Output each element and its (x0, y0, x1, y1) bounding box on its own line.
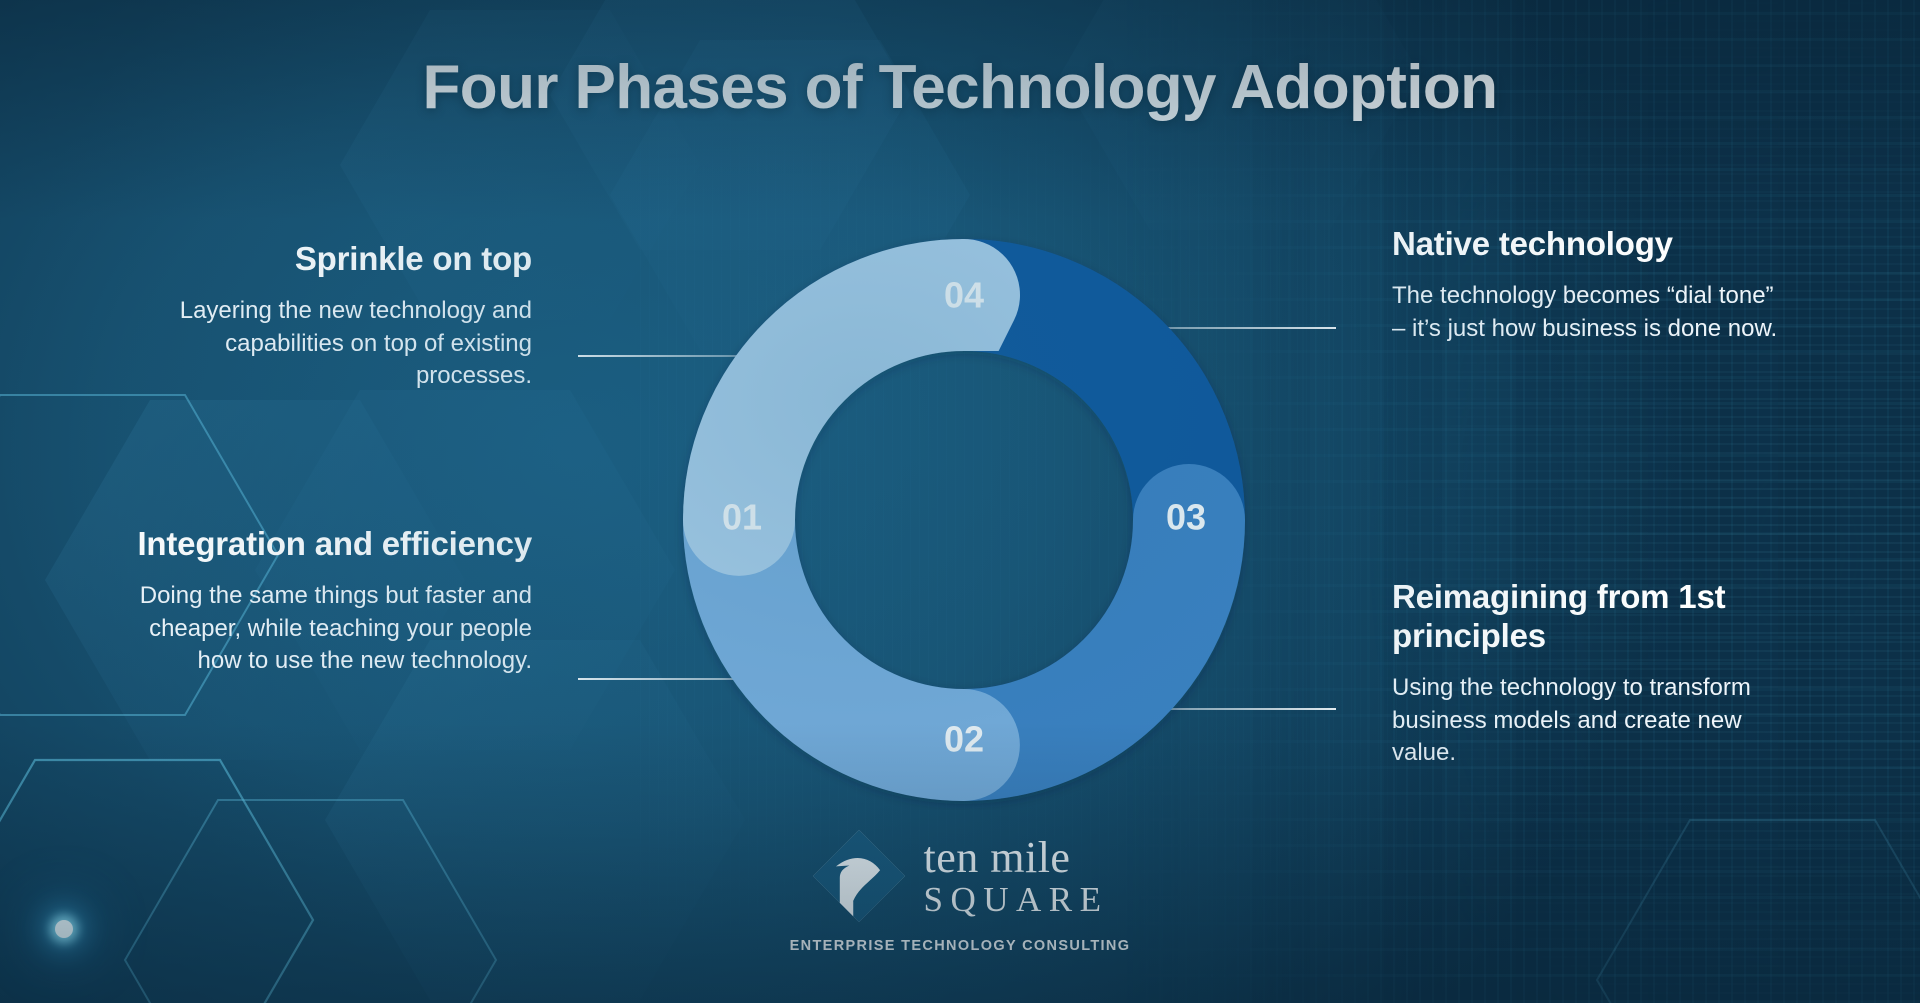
donut-label-01: 01 (722, 497, 762, 538)
phase-body-04: The technology becomes “dial tone” – it’… (1392, 280, 1792, 345)
donut-segment-01[interactable] (683, 239, 1245, 801)
glow-node-icon (55, 920, 73, 938)
logo-word-bottom: SQUARE (923, 882, 1108, 917)
background-server-rack-detail (1360, 0, 1920, 1003)
donut-chart: 04 03 02 01 (674, 230, 1254, 810)
phase-block-01: Sprinkle on top Layering the new technol… (120, 240, 532, 393)
phase-heading-02: Integration and efficiency (120, 525, 532, 564)
ten-mile-square-diamond-icon (813, 829, 906, 923)
phase-block-02: Integration and efficiency Doing the sam… (120, 525, 532, 678)
phase-body-03: Using the technology to transform busine… (1392, 672, 1792, 770)
phase-heading-03: Reimagining from 1st principles (1392, 578, 1792, 656)
phase-heading-01: Sprinkle on top (120, 240, 532, 279)
page-title: Four Phases of Technology Adoption (0, 52, 1920, 123)
donut-label-04: 04 (944, 275, 984, 316)
donut-label-02: 02 (944, 719, 984, 760)
donut-label-03: 03 (1166, 497, 1206, 538)
phase-block-03: Reimagining from 1st principles Using th… (1392, 578, 1792, 770)
phase-body-02: Doing the same things but faster and che… (120, 580, 532, 678)
logo-word-top: ten mile (923, 835, 1108, 880)
company-logo[interactable]: ten mile SQUARE ENTERPRISE TECHNOLOGY CO… (750, 828, 1170, 954)
phase-body-01: Layering the new technology and capabili… (120, 295, 532, 393)
phase-block-04: Native technology The technology becomes… (1392, 225, 1792, 345)
phase-heading-04: Native technology (1392, 225, 1792, 264)
logo-tagline: ENTERPRISE TECHNOLOGY CONSULTING (750, 938, 1170, 954)
